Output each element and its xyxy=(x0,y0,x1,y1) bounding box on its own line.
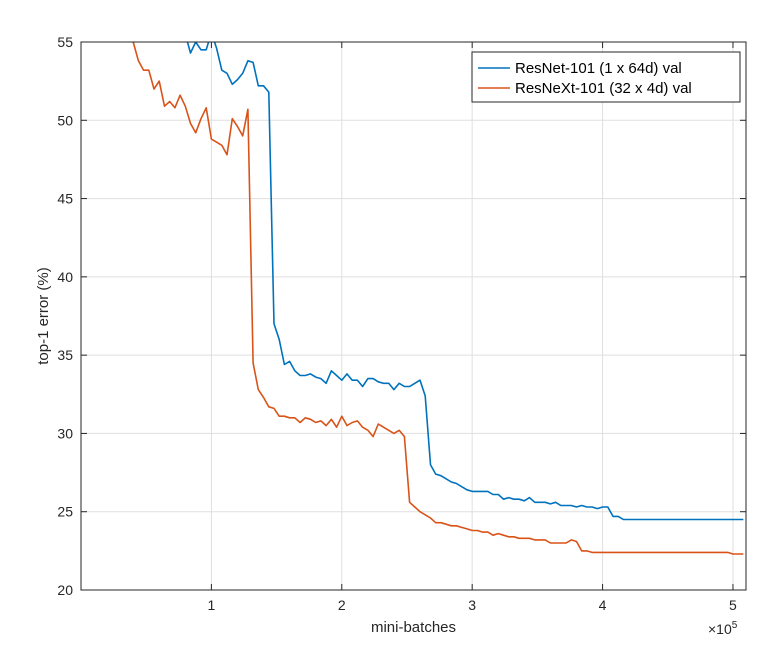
x-axis-multiplier: ×105 xyxy=(708,620,738,637)
plot-area-frame xyxy=(80,41,747,591)
x-axis-label: mini-batches xyxy=(371,619,456,636)
x-tick-label: 2 xyxy=(338,597,346,613)
x-tick-label: 1 xyxy=(207,597,215,613)
y-tick-label: 55 xyxy=(57,34,73,50)
y-tick-label: 35 xyxy=(57,347,73,363)
y-axis-label: top-1 error (%) xyxy=(35,267,52,365)
legend-box xyxy=(471,51,741,103)
y-tick-label: 20 xyxy=(57,582,73,598)
x-axis-multiplier-exponent: 5 xyxy=(732,620,738,631)
y-tick-label: 50 xyxy=(57,112,73,128)
grid-lines xyxy=(81,41,746,591)
series-line-0 xyxy=(186,42,744,521)
legend-label-resnext: ResNeXt-101 (32 x 4d) val xyxy=(515,80,692,97)
x-axis-multiplier-base: ×10 xyxy=(708,621,732,637)
x-tick-label: 5 xyxy=(729,597,737,613)
y-tick-label: 25 xyxy=(57,504,73,520)
x-tick-label: 3 xyxy=(468,597,476,613)
legend: ResNet-101 (1 x 64d) val ResNeXt-101 (32… xyxy=(471,51,741,103)
y-tick-label: 30 xyxy=(57,425,73,441)
series-line-1 xyxy=(132,42,744,555)
legend-label-resnet: ResNet-101 (1 x 64d) val xyxy=(515,60,682,77)
x-tick-label: 4 xyxy=(599,597,607,613)
y-tick-label: 40 xyxy=(57,269,73,285)
series-lines xyxy=(132,42,744,555)
y-tick-label: 45 xyxy=(57,191,73,207)
